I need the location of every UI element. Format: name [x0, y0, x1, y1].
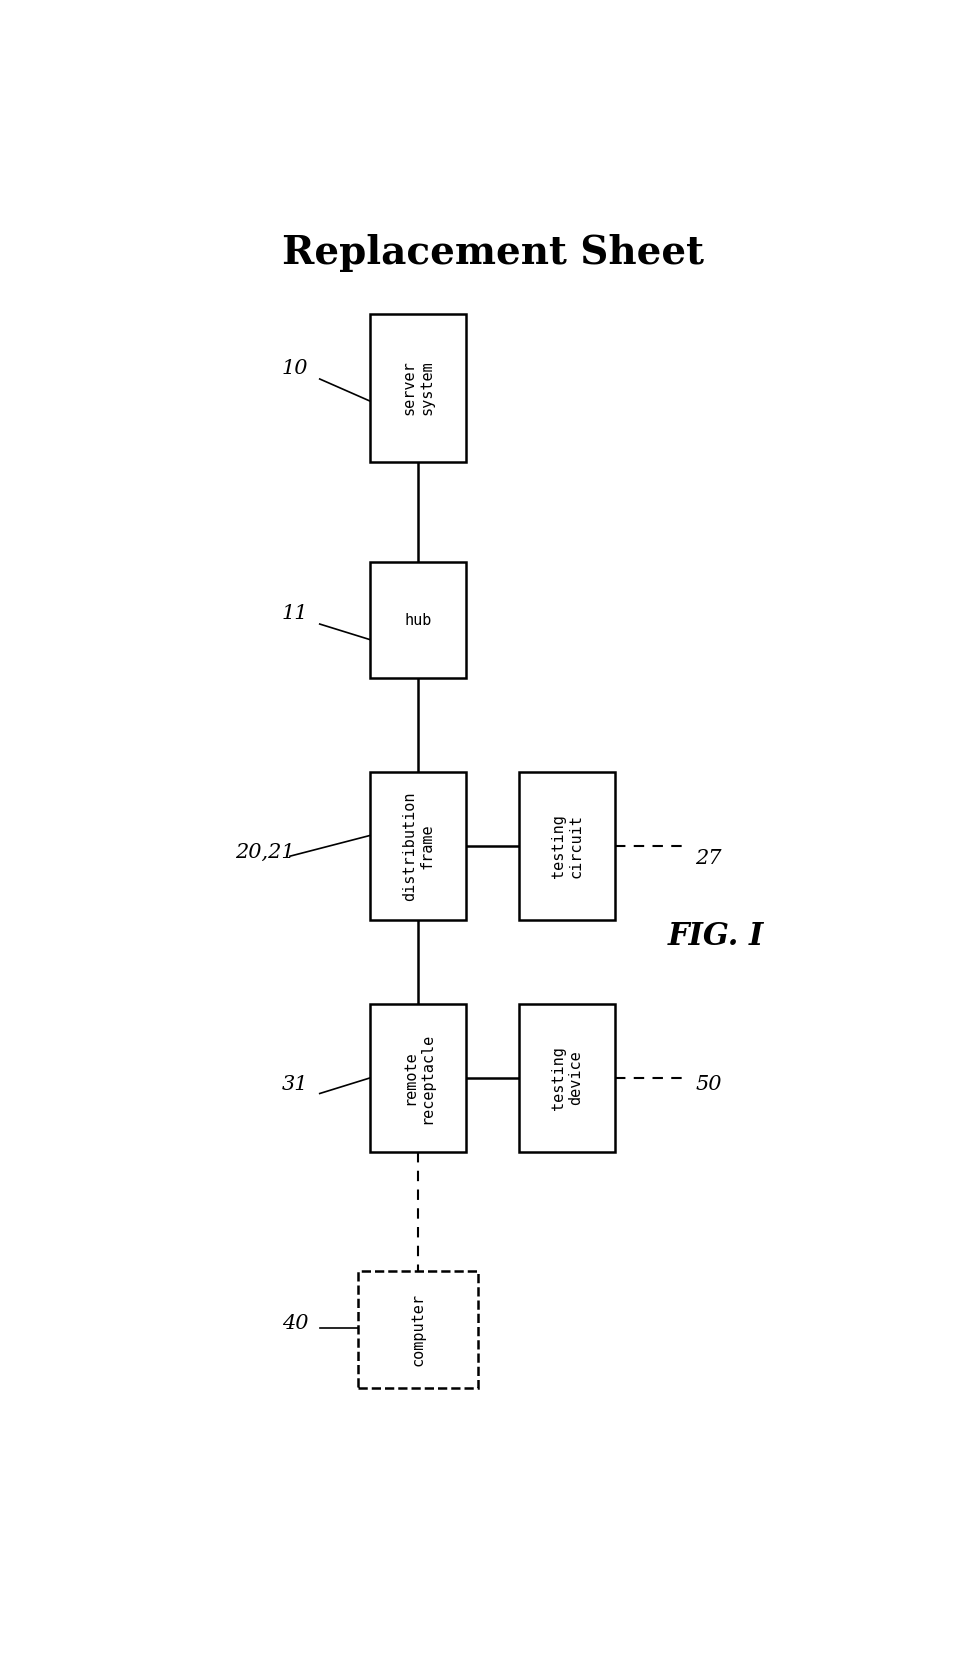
- Text: server
system: server system: [402, 360, 434, 415]
- Bar: [519, 1003, 615, 1152]
- Bar: [370, 772, 466, 920]
- Text: 20,21: 20,21: [235, 843, 295, 863]
- Bar: [519, 772, 615, 920]
- Bar: [370, 563, 466, 678]
- Text: computer: computer: [410, 1293, 426, 1367]
- Text: 10: 10: [282, 358, 308, 379]
- Bar: [370, 1003, 466, 1152]
- Text: 31: 31: [282, 1075, 308, 1094]
- Text: distribution
frame: distribution frame: [402, 791, 434, 901]
- Text: FIG. I: FIG. I: [668, 921, 764, 951]
- Text: Replacement Sheet: Replacement Sheet: [282, 233, 703, 271]
- Text: testing
circuit: testing circuit: [551, 814, 583, 878]
- Text: 11: 11: [282, 605, 308, 623]
- Text: 50: 50: [695, 1075, 722, 1094]
- Bar: [358, 1271, 478, 1387]
- Bar: [370, 313, 466, 462]
- Text: 27: 27: [695, 849, 722, 868]
- Text: hub: hub: [405, 613, 431, 628]
- Text: testing
device: testing device: [551, 1047, 583, 1111]
- Text: 40: 40: [282, 1313, 308, 1333]
- Text: remote
receptacle: remote receptacle: [402, 1032, 434, 1124]
